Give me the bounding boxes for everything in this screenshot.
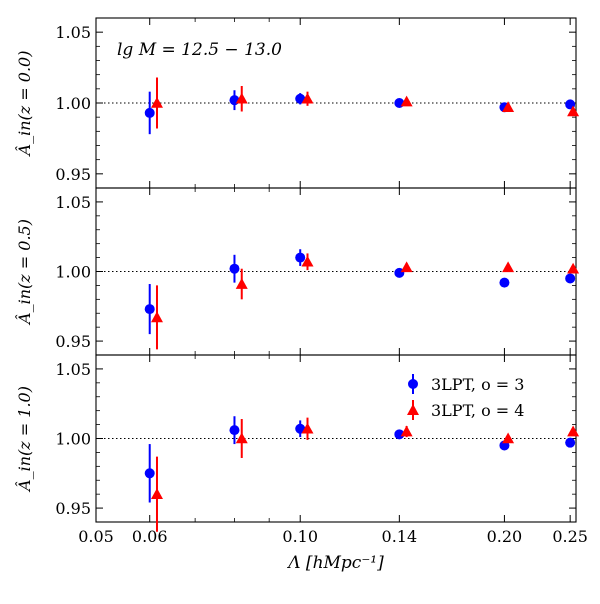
series-o3 [144, 249, 576, 335]
data-point [567, 262, 580, 274]
y-axis-label: Â_in(z = 1.0) [14, 386, 34, 493]
data-point [301, 255, 314, 267]
series-o3 [144, 416, 576, 503]
panel-1: 1.05 1.00 0.95 Â_in(z = 0.0) lg M = 12.5 − 1… [14, 17, 580, 189]
data-point [295, 252, 306, 263]
data-point [235, 92, 248, 104]
data-point [295, 93, 306, 104]
legend: 3LPT, o = 3 3LPT, o = 4 [407, 374, 524, 420]
y-tick-label: 1.00 [55, 263, 91, 282]
data-point [502, 101, 515, 113]
x-tick-label: 0.14 [382, 527, 418, 546]
y-tick-label: 1.05 [55, 360, 91, 379]
data-point [394, 429, 405, 440]
y-tick-label: 0.95 [55, 499, 91, 518]
x-tick-label: 0.25 [552, 527, 588, 546]
y-tick-label: 1.05 [55, 193, 91, 212]
data-point [301, 422, 314, 434]
data-point [150, 311, 163, 323]
data-point [150, 97, 163, 108]
x-tick-label: 0.06 [132, 527, 168, 546]
legend-label: 3LPT, o = 4 [431, 401, 524, 420]
y-axis-label: Â_in(z = 0.5) [14, 219, 34, 326]
data-point [400, 95, 413, 107]
y-axis-label: Â_in(z = 0.0) [14, 51, 34, 158]
x-tick-label: 0.05 [78, 527, 114, 546]
y-tick-label: 0.95 [55, 165, 91, 184]
data-point [144, 107, 155, 118]
series-o4 [150, 417, 580, 532]
data-point [567, 105, 580, 117]
x-tick-label: 0.10 [282, 527, 318, 546]
x-axis-label: Λ [hMpc⁻¹] [286, 553, 384, 573]
legend-marker [408, 379, 418, 389]
panel-label: lg M = 12.5 − 13.0 [117, 40, 282, 60]
data-point [229, 425, 240, 436]
data-point [144, 304, 155, 315]
data-point [235, 278, 248, 289]
data-point [229, 263, 240, 274]
data-point [295, 423, 306, 434]
data-point [150, 488, 163, 499]
data-point [565, 273, 576, 284]
y-tick-label: 0.95 [55, 332, 91, 351]
series-o3 [144, 90, 576, 135]
panel-3: 1.05 1.00 0.95 Â_in(z = 1.0) [14, 354, 580, 532]
series-o4 [150, 253, 580, 350]
data-point [502, 432, 515, 444]
data-point [301, 92, 314, 104]
legend-marker [407, 404, 419, 415]
legend-label: 3LPT, o = 3 [431, 375, 524, 394]
y-tick-label: 1.05 [55, 23, 91, 42]
data-point [400, 425, 413, 437]
y-tick-label: 1.00 [55, 430, 91, 449]
data-point [499, 277, 510, 288]
data-point [502, 261, 515, 273]
y-tick-label: 1.00 [55, 94, 91, 113]
series-o4 [150, 77, 580, 129]
data-point [144, 468, 155, 479]
x-tick-label: 0.20 [487, 527, 523, 546]
data-point [565, 437, 576, 448]
data-point [567, 425, 580, 437]
panel-2: 1.05 1.00 0.95 Â_in(z = 0.5) [14, 187, 580, 356]
data-point [400, 261, 413, 273]
data-point [235, 432, 248, 444]
